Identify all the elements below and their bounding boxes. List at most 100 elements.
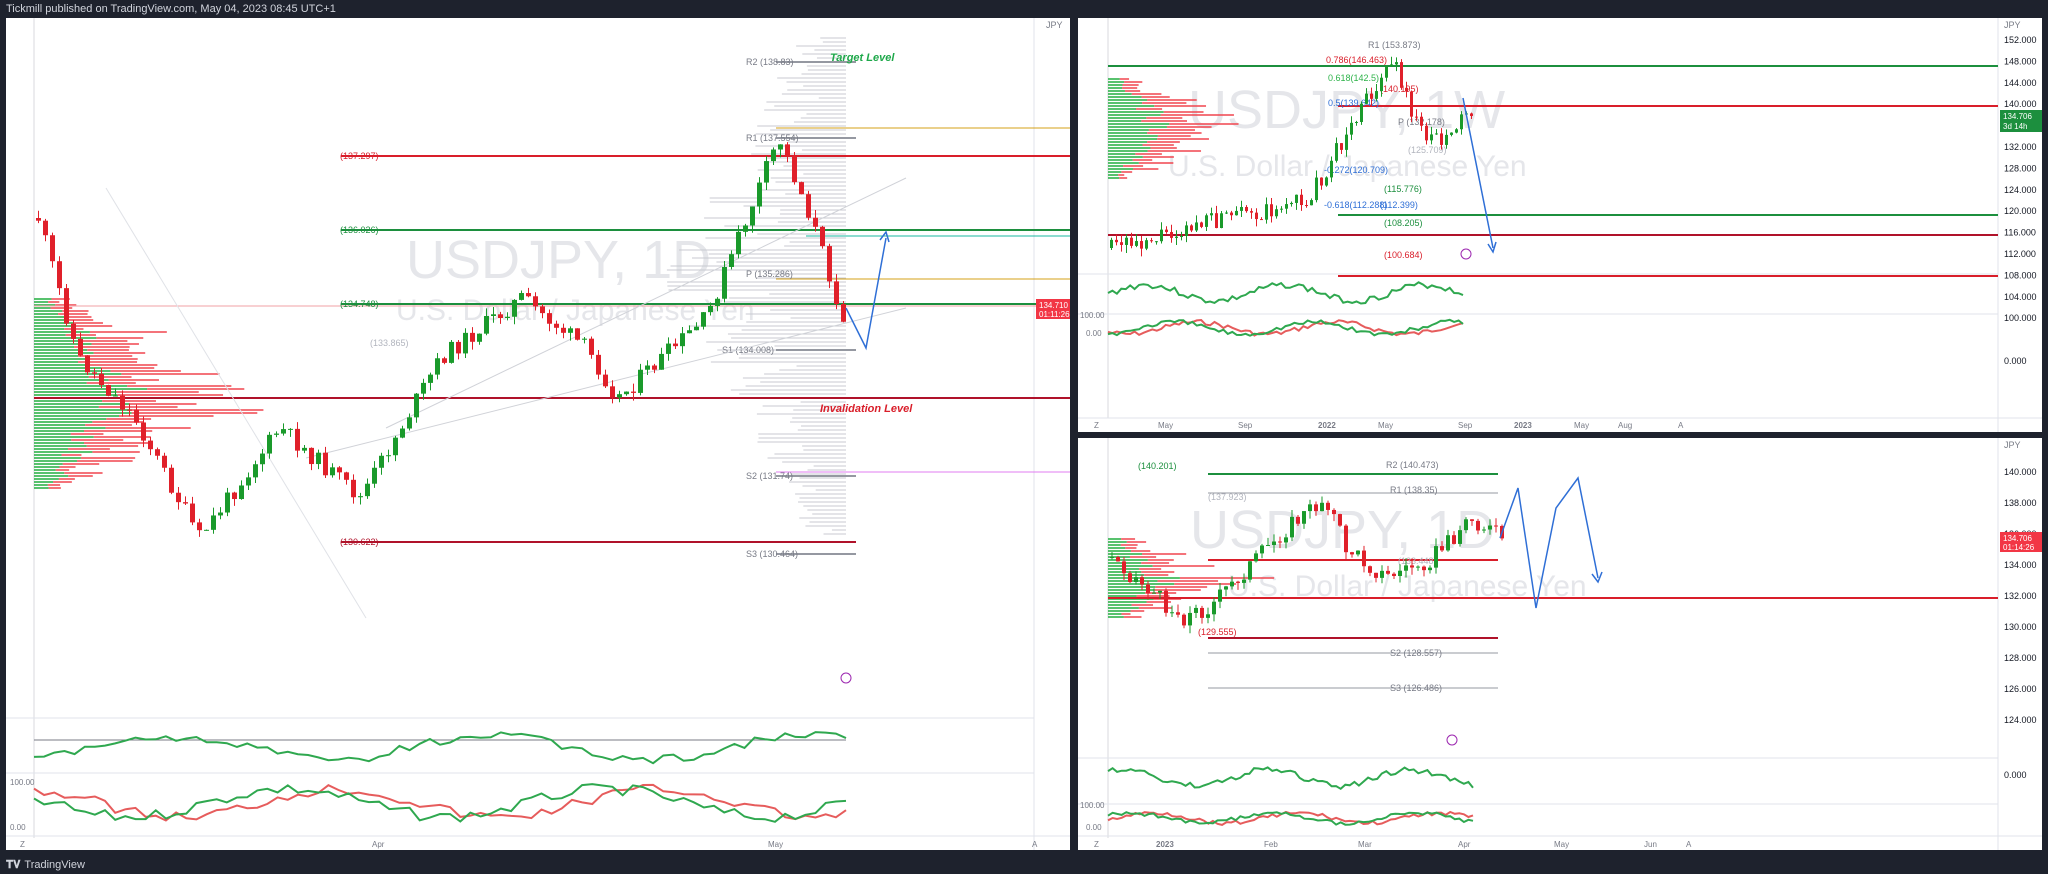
main-candle [736, 231, 741, 255]
br-candle [1224, 586, 1228, 590]
br-profile-up [1108, 550, 1131, 552]
main-candle [120, 395, 125, 410]
chart-panel-weekly[interactable]: USDJPY, 1W U.S. Dollar / Japanese Yen JPY 1… [1078, 18, 2042, 432]
main-candle [806, 194, 811, 218]
left-profile-up [34, 445, 87, 447]
br-candle [1212, 601, 1216, 615]
main-candle [673, 343, 678, 347]
watermark-symbol: USDJPY, 1D [1190, 500, 1495, 560]
br-candle [1248, 561, 1252, 580]
main-candle [323, 452, 328, 476]
br-candle [1398, 570, 1402, 577]
tr-candle [1210, 213, 1213, 216]
left-profile-up [34, 403, 130, 405]
tr-profile-up [1108, 144, 1143, 146]
main-candle [519, 293, 524, 300]
tr-profile-up [1108, 117, 1147, 119]
main-candle [841, 304, 846, 322]
br-candle [1344, 525, 1348, 553]
level-label: S2 (128.557) [1390, 648, 1442, 658]
daily-chart-svg[interactable]: USDJPY, 1DU.S. Dollar / Japanese YenJPY1… [1078, 438, 2042, 850]
level-label: (140.195) [1380, 84, 1419, 94]
br-candle [1404, 565, 1408, 571]
main-candle [309, 447, 314, 465]
price-badge [1036, 299, 1070, 319]
br-candle [1356, 550, 1360, 555]
price-tick: 126.000 [2004, 684, 2037, 694]
time-tick: Mar [1358, 840, 1372, 849]
left-profile-up [34, 388, 148, 390]
main-candle [225, 492, 230, 513]
tr-candle [1225, 212, 1228, 214]
br-candle [1380, 570, 1384, 578]
tr-profile-up [1108, 129, 1149, 131]
br-profile-down [1142, 553, 1187, 555]
tr-profile-down [1135, 108, 1163, 110]
main-chart-svg[interactable]: USDJPY, 1D U.S. Dollar / Japanese Yen JPY R… [6, 18, 1070, 850]
tr-candle [1435, 133, 1438, 135]
level-label: (115.776) [1384, 184, 1422, 194]
br-profile-up [1108, 556, 1130, 558]
tr-profile-up [1108, 114, 1161, 116]
left-profile-up [34, 361, 79, 363]
left-profile-down [92, 451, 140, 453]
left-profile-down [85, 424, 132, 426]
footer-brand: TradingView [24, 859, 85, 871]
main-candle [288, 428, 293, 430]
price-tick: 104.000 [2004, 292, 2037, 302]
tr-candle [1110, 239, 1113, 248]
br-profile-down [1120, 544, 1138, 546]
main-candle [708, 305, 713, 313]
left-profile-up [34, 430, 84, 432]
main-candle [358, 496, 363, 498]
invalidation-level-label: Invalidation Level [820, 403, 913, 415]
chart-panel-main[interactable]: USDJPY, 1D U.S. Dollar / Japanese Yen JPY R… [6, 18, 1070, 850]
time-tick: Apr [372, 840, 385, 849]
price-tick: 124.000 [2004, 715, 2037, 725]
tr-profile-down [1124, 81, 1143, 83]
left-profile-down [61, 454, 82, 456]
left-profile-up [34, 376, 89, 378]
br-candle [1152, 592, 1156, 594]
left-profile-up [34, 469, 56, 471]
br-candle [1158, 590, 1162, 593]
left-profile-down [79, 340, 128, 342]
main-candle [239, 485, 244, 500]
tr-candle [1355, 121, 1358, 123]
tr-candle [1375, 91, 1378, 99]
tr-candle [1290, 202, 1293, 205]
osc-label-top: 100.00 [1080, 311, 1105, 320]
br-profile-up [1108, 586, 1156, 588]
time-tick: A [1686, 840, 1692, 849]
left-profile-down [92, 421, 145, 423]
main-candle [162, 455, 167, 468]
main-candle [393, 437, 398, 456]
left-profile-down [48, 487, 61, 489]
br-candle [1290, 516, 1294, 538]
br-candle [1494, 525, 1498, 527]
tr-candle [1200, 222, 1203, 227]
tr-candle [1165, 229, 1168, 233]
tr-candle [1260, 219, 1263, 221]
main-candle [407, 417, 412, 429]
br-candle [1386, 570, 1390, 574]
tr-profile-up [1108, 156, 1143, 158]
left-profile-down [59, 466, 76, 468]
level-label: R2 (138.83) [746, 57, 794, 67]
tr-profile-up [1108, 87, 1123, 89]
price-tick: 124.000 [2004, 185, 2037, 195]
main-candle [197, 522, 202, 531]
tr-candle [1245, 207, 1248, 212]
stoch-k-line [1107, 810, 1474, 826]
left-profile-up [34, 451, 93, 453]
left-profile-down [78, 355, 133, 357]
main-candle [785, 144, 790, 157]
main-candle [302, 447, 307, 451]
left-profile-up [34, 319, 68, 321]
time-tick: May [1158, 421, 1173, 430]
br-candle [1326, 502, 1330, 510]
chart-panel-daily-zoom[interactable]: USDJPY, 1D U.S. Dollar / Japanese Yen JPY 1… [1078, 438, 2042, 850]
weekly-chart-svg[interactable]: USDJPY, 1WU.S. Dollar / Japanese YenJPY1… [1078, 18, 2042, 432]
level-label: R1 (153.873) [1368, 40, 1421, 50]
tr-profile-up [1108, 165, 1124, 167]
